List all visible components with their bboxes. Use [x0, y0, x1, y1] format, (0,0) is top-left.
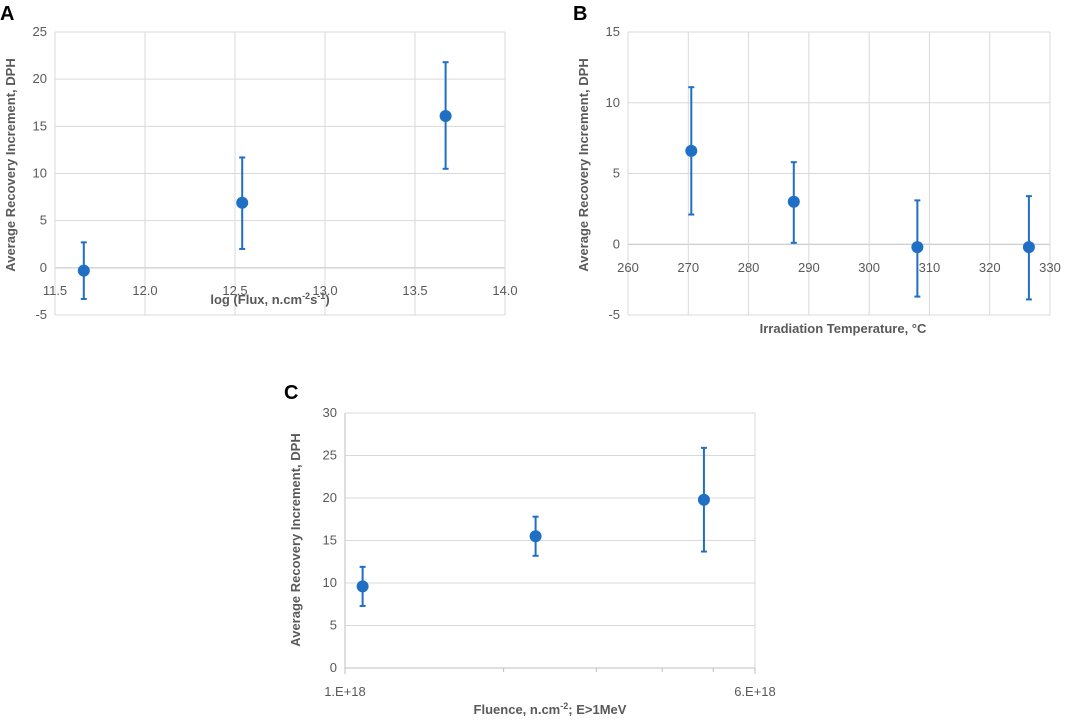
- panel-a-x-axis-title: log (Flux, n.cm-2s-1): [210, 291, 329, 307]
- panel-b-x-tick-3: 290: [798, 260, 820, 275]
- panel-b-point-1: [787, 195, 800, 208]
- panel-a-y-ticks: -5 0 5 10 15 20 25: [33, 24, 47, 322]
- panel-b-y-tick-2: 5: [613, 166, 620, 181]
- panel-b-point-0: [685, 144, 698, 157]
- panel-c-y-tick-6: 30: [323, 405, 337, 420]
- panel-a-y-tick-5: 20: [33, 71, 47, 86]
- panel-a-x-tick-4: 13.5: [402, 283, 427, 298]
- panel-c-point-2: [697, 493, 710, 506]
- panel-a-y-tick-2: 5: [40, 213, 47, 228]
- panel-a-x-tick-2: 12.5: [222, 283, 247, 298]
- panel-c-y-axis-title: Average Recovery Increment, DPH: [288, 433, 303, 646]
- panel-a-x-tick-0: 11.5: [43, 283, 67, 298]
- panel-c-y-tick-1: 5: [330, 618, 337, 633]
- panel-a-point-1: [236, 196, 249, 209]
- panel-b-y-tick-1: 0: [613, 236, 620, 251]
- panel-b-x-tick-7: 330: [1039, 260, 1061, 275]
- panel-c-point-1: [529, 530, 542, 543]
- panel-c-chart: C 0 5 10 15 20 25 30 1.E+18 6.E+18 Average Reco…: [284, 382, 776, 717]
- panel-a-y-tick-4: 15: [33, 118, 47, 133]
- panel-a-label: A: [0, 3, 14, 25]
- panel-a-gridlines: [54, 31, 506, 316]
- panel-b-x-tick-2: 280: [738, 260, 760, 275]
- panel-b-x-tick-1: 270: [677, 260, 699, 275]
- panel-b-x-tick-0: 260: [617, 260, 639, 275]
- panel-a-x-tick-5: 14.0: [492, 283, 517, 298]
- panel-b-x-tick-6: 320: [979, 260, 1001, 275]
- panel-b-y-tick-0: -5: [608, 307, 620, 322]
- panel-a-y-tick-3: 10: [33, 166, 47, 181]
- panel-a-x-tick-1: 12.0: [132, 283, 157, 298]
- panel-b-gridlines: [627, 31, 1051, 316]
- panel-b-x-tick-5: 310: [919, 260, 941, 275]
- panel-b-points: [685, 86, 1035, 301]
- panel-c-y-tick-4: 20: [323, 490, 337, 505]
- panel-b-x-ticks: 260 270 280 290 300 310 320 330: [617, 260, 1061, 275]
- panel-c-y-tick-3: 15: [323, 533, 337, 548]
- panel-c-x-ticks: 1.E+18 6.E+18: [324, 684, 776, 699]
- panel-c-x-tick-1: 6.E+18: [734, 684, 776, 699]
- panel-b-x-axis-title: Irradiation Temperature, °C: [760, 321, 927, 336]
- panel-b-chart: B -5 0 5 10 15 260 270 280 290 300 310 320 330 Aver…: [573, 3, 1061, 336]
- panel-b-x-tick-4: 300: [858, 260, 880, 275]
- panel-b-label: B: [573, 3, 587, 25]
- panel-c-label: C: [284, 382, 298, 404]
- panel-c-x-tick-0: 1.E+18: [324, 684, 366, 699]
- panel-c-gridlines: [344, 412, 756, 674]
- panel-a-y-tick-0: -5: [35, 307, 47, 322]
- panel-c-y-tick-2: 10: [323, 575, 337, 590]
- panel-a-point-0: [77, 264, 90, 277]
- panel-b-y-tick-4: 15: [606, 24, 620, 39]
- panel-a-x-ticks: 11.5 12.0 12.5 13.0 13.5 14.0: [43, 283, 518, 298]
- panel-c-y-tick-5: 25: [323, 448, 337, 463]
- panel-c-x-axis-title: Fluence, n.cm-2; E>1MeV: [474, 701, 627, 717]
- panel-a-y-axis-title: Average Recovery Increment, DPH: [3, 58, 18, 271]
- panel-a-y-tick-1: 0: [40, 260, 47, 275]
- panel-b-point-2: [911, 241, 924, 254]
- panel-a-points: [77, 61, 452, 300]
- panel-c-y-ticks: 0 5 10 15 20 25 30: [323, 405, 337, 675]
- panel-a-point-2: [439, 109, 452, 122]
- panel-c-points: [356, 446, 710, 607]
- panel-b-y-axis-title: Average Recovery Increment, DPH: [576, 58, 591, 271]
- panel-b-point-3: [1022, 241, 1035, 254]
- panel-b-y-ticks: -5 0 5 10 15: [606, 24, 620, 322]
- panel-c-y-tick-0: 0: [330, 660, 337, 675]
- panel-a-x-tick-3: 13.0: [312, 283, 337, 298]
- panel-c-point-0: [356, 580, 369, 593]
- panel-b-y-tick-3: 10: [606, 95, 620, 110]
- panel-a-y-tick-6: 25: [33, 24, 47, 39]
